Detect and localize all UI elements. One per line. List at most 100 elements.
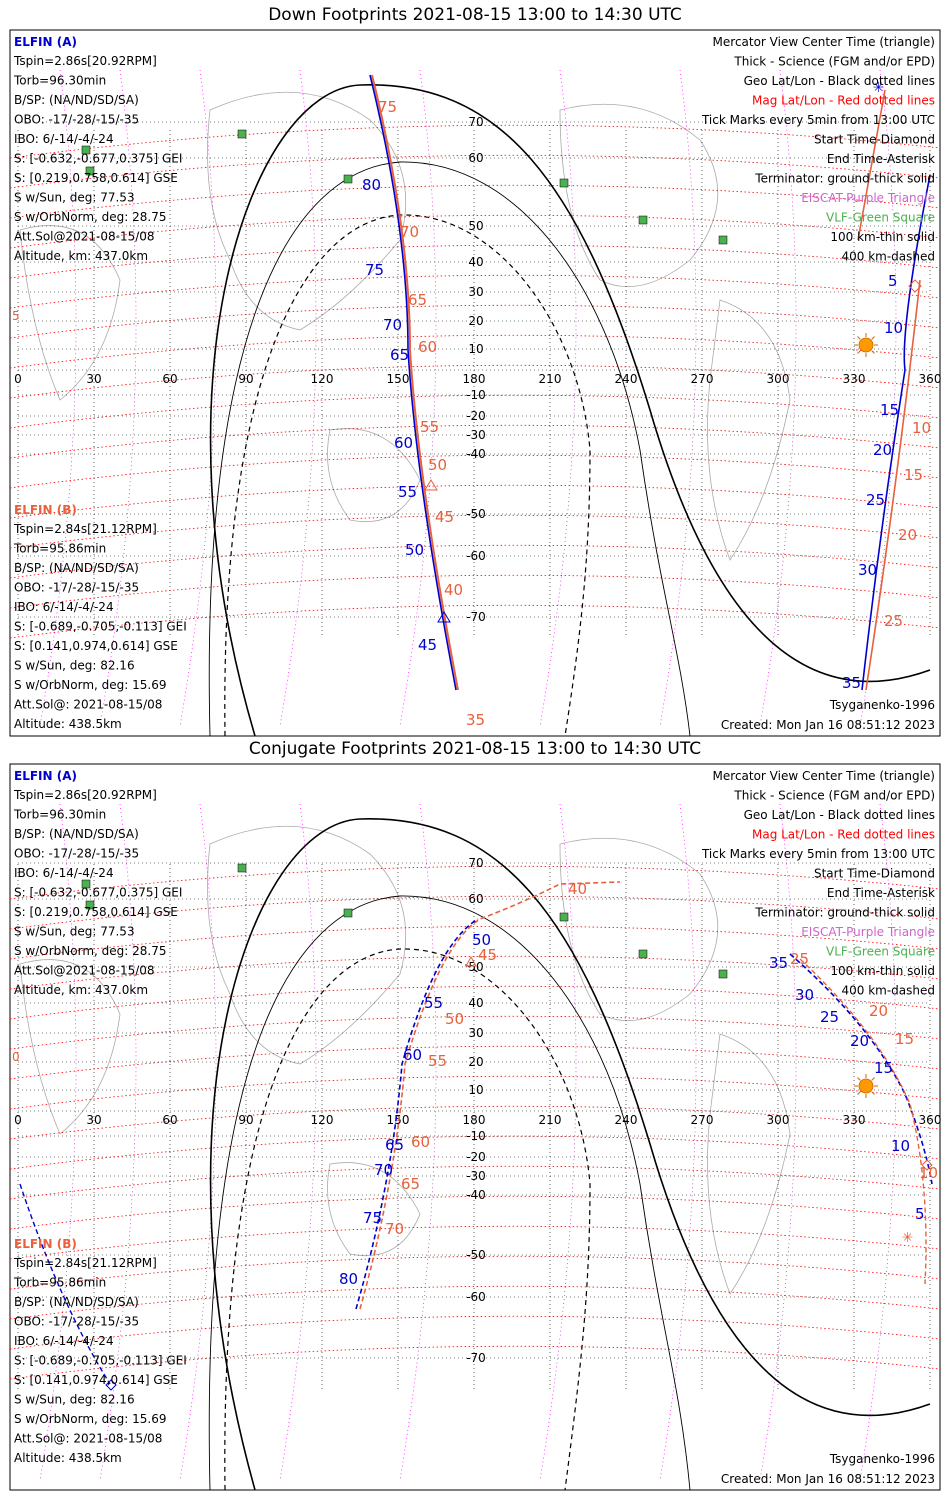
elfin-b-info-line: Tspin=2.84s[21.12RPM]: [13, 1256, 157, 1270]
legend-line: Tick Marks every 5min from 13:00 UTC: [701, 847, 935, 861]
elfin-b-info-line: S: [-0.689,-0.705,-0.113] GEI: [14, 620, 187, 634]
elfin-b-tick-label: 55: [428, 1052, 447, 1070]
legend-line: VLF-Green Square: [826, 945, 935, 959]
lon-label: 270: [691, 1113, 714, 1127]
elfin-b-tick-label: 65: [401, 1175, 420, 1193]
legend-line: End Time-Asterisk: [827, 886, 935, 900]
sun-ray: [871, 336, 875, 340]
elfin-b-info-line: OBO: -17/-28/-15/-35: [14, 581, 139, 595]
elfin-a-tick-label: 30: [795, 986, 814, 1004]
end-asterisk-marker-icon: ✳: [873, 76, 884, 97]
coastline-1: [559, 103, 719, 288]
elfin-a-conjugate-track-west: [19, 1183, 111, 1385]
start-diamond-marker-icon-b: [921, 1159, 933, 1171]
elfin-b-tick-label: 35: [466, 711, 485, 729]
elfin-a-track-east: [861, 174, 931, 691]
lon-label: 0: [14, 372, 22, 386]
elfin-b-tick-label: 50: [428, 456, 447, 474]
legend-line: Mag Lat/Lon - Red dotted lines: [752, 94, 935, 108]
created-timestamp: Created: Mon Jan 16 08:51:12 2023: [721, 718, 935, 732]
sun-ray: [871, 350, 875, 354]
lat-label: 10: [468, 1083, 483, 1097]
mag-meridian: [399, 69, 437, 727]
coastline-0: [207, 825, 407, 1065]
elfin-a-info-line: Altitude, km: 437.0km: [14, 983, 148, 997]
elfin-a-tick-label: 10: [884, 319, 903, 337]
lat-label: -50: [466, 507, 486, 521]
elfin-a-info-line: S w/OrbNorm, deg: 28.75: [14, 944, 166, 958]
lon-label: 300: [767, 372, 790, 386]
mag-meridian: [659, 803, 697, 1481]
sun-ray: [871, 1091, 875, 1095]
mag-meridian: [539, 69, 577, 727]
lon-label: 150: [387, 1113, 410, 1127]
legend-line: Terminator: ground-thick solid: [754, 172, 935, 186]
footprint-100km-line: [208, 895, 691, 1491]
lon-label: 240: [615, 372, 638, 386]
coastline-0: [207, 91, 407, 331]
lat-label: -40: [466, 1188, 486, 1202]
elfin-b-triangle-marker-icon: [465, 955, 477, 967]
elfin-b-info-line: B/SP: (NA/ND/SD/SA): [14, 561, 139, 575]
elfin-b-info-line: B/SP: (NA/ND/SD/SA): [14, 1295, 139, 1309]
vlf-square-marker-icon: [718, 969, 728, 979]
lon-label: 360: [919, 372, 942, 386]
elfin-b-tick-label: 70: [400, 223, 419, 241]
lat-label: -10: [466, 1129, 486, 1143]
lon-label: 180: [463, 372, 486, 386]
elfin-a-info-line: OBO: -17/-28/-15/-35: [14, 113, 139, 127]
mag-meridian: [279, 803, 317, 1481]
elfin-a-tick-label: 15: [880, 401, 899, 419]
elfin-a-tick-label: 5: [888, 272, 898, 290]
lon-label: 330: [843, 1113, 866, 1127]
legend-line: Terminator: ground-thick solid: [754, 906, 935, 920]
vlf-square-marker-icon: [718, 235, 728, 245]
lat-label: 70: [468, 856, 483, 870]
legend-line: Start Time-Diamond: [814, 133, 935, 147]
elfin-a-tick-label: 60: [394, 434, 413, 452]
legend-line: Mercator View Center Time (triangle): [713, 35, 935, 49]
elfin-a-tick-label: 70: [383, 316, 402, 334]
elfin-a-tick-label: 75: [363, 1209, 382, 1227]
elfin-a-header: ELFIN (A): [14, 769, 77, 783]
legend-line: EISCAT-Purple Triangle: [801, 925, 935, 939]
elfin-b-info-line: S: [-0.689,-0.705,-0.113] GEI: [14, 1354, 187, 1368]
elfin-a-info-line: S w/OrbNorm, deg: 28.75: [14, 210, 166, 224]
elfin-b-tick-label: 40: [444, 581, 463, 599]
vlf-square-marker-icon: [559, 912, 569, 922]
lon-label: 30: [86, 372, 101, 386]
mag-meridian: [179, 69, 217, 727]
lon-label: 120: [311, 1113, 334, 1127]
coastline-4: [327, 1162, 421, 1256]
coastline-3: [19, 225, 121, 401]
elfin-b-tick-label: 25: [790, 950, 809, 968]
lat-label: -60: [466, 1290, 486, 1304]
elfin-b-tick-label: 40: [568, 880, 587, 898]
mag-meridian: [399, 803, 437, 1481]
start-diamond-marker-icon: [908, 279, 922, 293]
coastline-4: [327, 428, 421, 522]
vlf-square-marker-icon: [85, 166, 95, 176]
lon-label: 210: [539, 372, 562, 386]
elfin-a-info-line: Tspin=2.86s[20.92RPM]: [13, 788, 157, 802]
coastline-3: [19, 959, 121, 1135]
legend-line: Thick - Science (FGM and/or EPD): [733, 789, 935, 803]
elfin-b-tick-label: 55: [420, 418, 439, 436]
elfin-b-header: ELFIN (B): [14, 503, 77, 517]
elfin-b-info-line: Tspin=2.84s[21.12RPM]: [13, 522, 157, 536]
legend-line: Mercator View Center Time (triangle): [713, 769, 935, 783]
elfin-a-info-line: Att.Sol@2021-08-15/08: [14, 964, 155, 978]
elfin-b-tick-label: 25: [884, 612, 903, 630]
lon-label: 90: [238, 372, 253, 386]
elfin-a-tick-label: 25: [820, 1008, 839, 1026]
legend-line: Thick - Science (FGM and/or EPD): [733, 55, 935, 69]
elfin-a-tick-label: 45: [418, 636, 437, 654]
mag-meridian: [759, 69, 797, 727]
sun-icon: [858, 1078, 874, 1094]
footprint-100km-line: [208, 161, 691, 737]
elfin-b-tick-label: 65: [408, 291, 427, 309]
elfin-b-track-east: [857, 89, 921, 691]
map-panel-1: 0 30 60 90 120 150 180 210 240 270 300 330 360 70 60 50…: [9, 29, 942, 737]
elfin-a-tick-label: 80: [339, 1270, 358, 1288]
